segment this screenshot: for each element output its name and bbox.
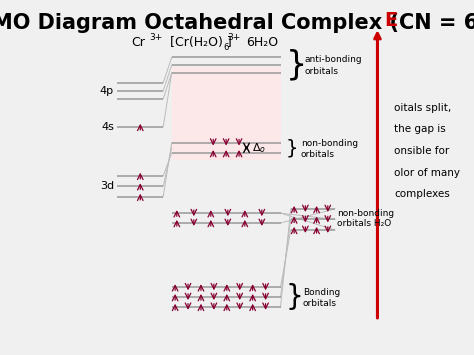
Text: 6H₂O: 6H₂O [246,37,278,49]
Text: MO Diagram Octahedral Complex (CN = 6): MO Diagram Octahedral Complex (CN = 6) [0,13,474,33]
Text: 3+: 3+ [227,33,240,42]
Text: E: E [384,11,398,30]
Text: 4p: 4p [100,86,114,96]
Text: complexes: complexes [394,189,450,199]
Text: onsible for: onsible for [394,146,450,156]
Text: }: } [286,49,307,82]
Text: 3d: 3d [100,181,114,191]
Text: 3+: 3+ [150,33,163,42]
Text: orbitals: orbitals [304,67,338,76]
Text: orbitals H₂O: orbitals H₂O [337,219,391,228]
Bar [172,67,281,160]
Text: Cr: Cr [131,37,145,49]
Text: [Cr(H₂O) ]: [Cr(H₂O) ] [170,37,231,49]
Text: Bonding: Bonding [302,288,340,297]
Text: anti-bonding: anti-bonding [304,55,362,64]
Text: olor of many: olor of many [394,168,460,178]
Text: non-bonding: non-bonding [301,139,358,148]
Text: orbitals: orbitals [301,149,335,159]
Text: orbitals: orbitals [302,299,337,308]
Text: $\Delta_o$: $\Delta_o$ [252,141,266,155]
Text: the gap is: the gap is [394,124,446,134]
Text: non-bonding: non-bonding [337,209,394,218]
Text: oitals split,: oitals split, [394,103,452,113]
Text: }: } [286,283,303,311]
Text: 6: 6 [224,43,229,52]
Text: }: } [286,138,298,157]
Text: 4s: 4s [101,122,114,132]
